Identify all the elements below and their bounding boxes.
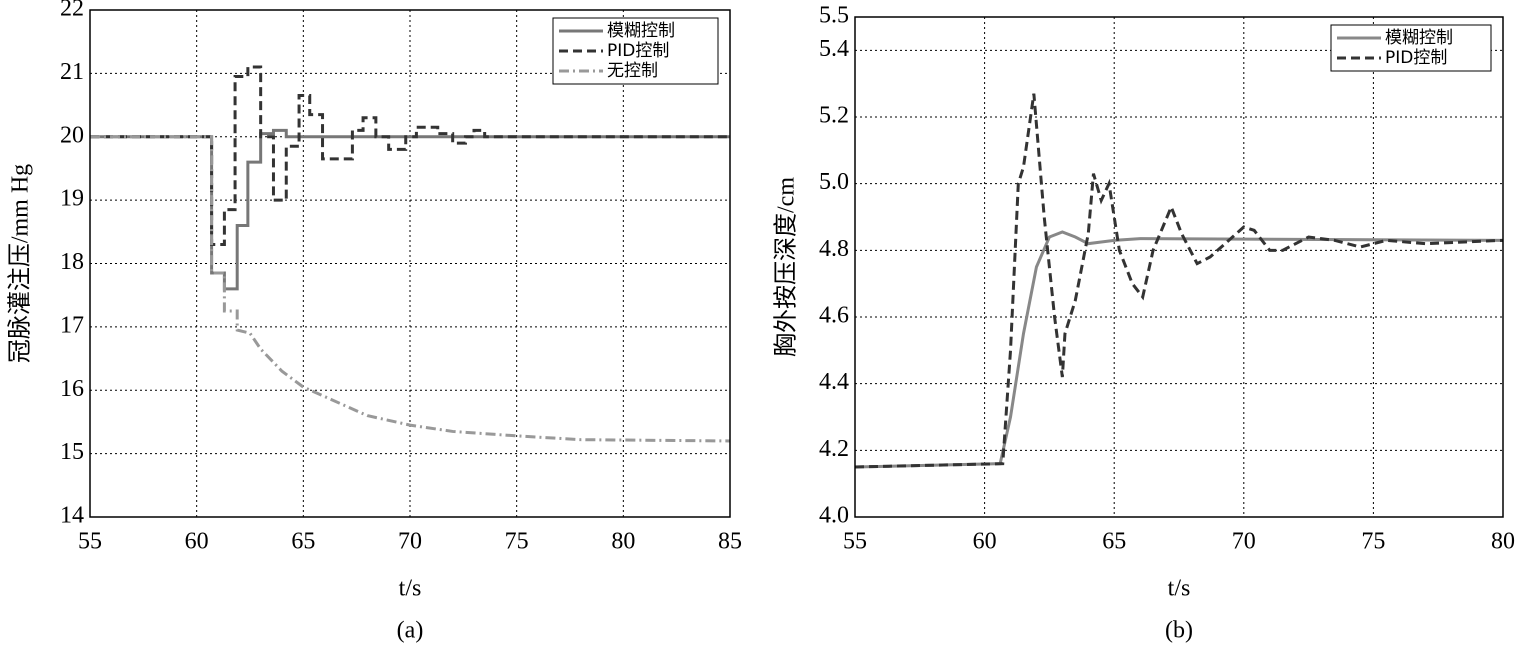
y-tick-label: 5.5: [819, 3, 849, 29]
legend-label: 模糊控制: [607, 21, 675, 41]
data-line: [90, 65, 730, 246]
y-tick-label: 22: [60, 0, 84, 22]
x-tick-label: 80: [1491, 529, 1515, 555]
y-tick-label: 4.0: [819, 503, 849, 529]
legend-box: [1330, 24, 1492, 72]
y-tick-label: 19: [60, 186, 84, 212]
y-tick-label: 17: [60, 312, 84, 338]
y-tick-label: 20: [60, 122, 84, 148]
x-tick-label: 70: [398, 529, 422, 555]
y-tick-label: 14: [60, 503, 84, 529]
data-line: [90, 135, 731, 443]
y-tick-label: 4.8: [819, 236, 849, 262]
legend-label: PID控制: [1385, 48, 1447, 68]
x-axis-label: t/s: [1168, 576, 1191, 602]
data-line: [854, 93, 1504, 469]
legend-label: 模糊控制: [1385, 28, 1453, 48]
x-tick-label: 65: [291, 529, 315, 555]
y-axis-label: 冠脉灌注压/mm Hg: [7, 164, 34, 363]
y-tick-label: 15: [60, 439, 84, 465]
y-tick-label: 4.6: [819, 303, 849, 329]
x-tick-label: 55: [78, 529, 102, 555]
caption: (b): [1165, 618, 1193, 644]
y-axis-label: 胸外按压深度/cm: [773, 177, 800, 357]
y-tick-label: 16: [60, 376, 84, 402]
x-tick-label: 65: [1102, 529, 1126, 555]
y-tick-label: 4.4: [819, 369, 849, 395]
y-tick-label: 4.2: [819, 436, 849, 462]
y-tick-label: 21: [60, 59, 84, 85]
plot-frame: [89, 9, 731, 518]
plot-area: [855, 17, 1503, 517]
legend-label: 无控制: [607, 61, 658, 81]
x-tick-label: 75: [1361, 529, 1385, 555]
x-tick-label: 60: [973, 529, 997, 555]
plot-frame: [854, 16, 1504, 518]
x-tick-label: 70: [1232, 529, 1256, 555]
legend-label: PID控制: [607, 41, 669, 61]
data-line: [854, 230, 1504, 469]
x-tick-label: 55: [843, 529, 867, 555]
x-tick-label: 75: [505, 529, 529, 555]
y-tick-label: 5.2: [819, 103, 849, 129]
x-tick-label: 85: [718, 529, 742, 555]
y-tick-label: 5.0: [819, 169, 849, 195]
x-axis-label: t/s: [399, 576, 422, 602]
x-tick-label: 60: [185, 529, 209, 555]
caption: (a): [397, 618, 424, 644]
y-tick-label: 5.4: [819, 36, 849, 62]
x-tick-label: 80: [611, 529, 635, 555]
y-tick-label: 18: [60, 249, 84, 275]
